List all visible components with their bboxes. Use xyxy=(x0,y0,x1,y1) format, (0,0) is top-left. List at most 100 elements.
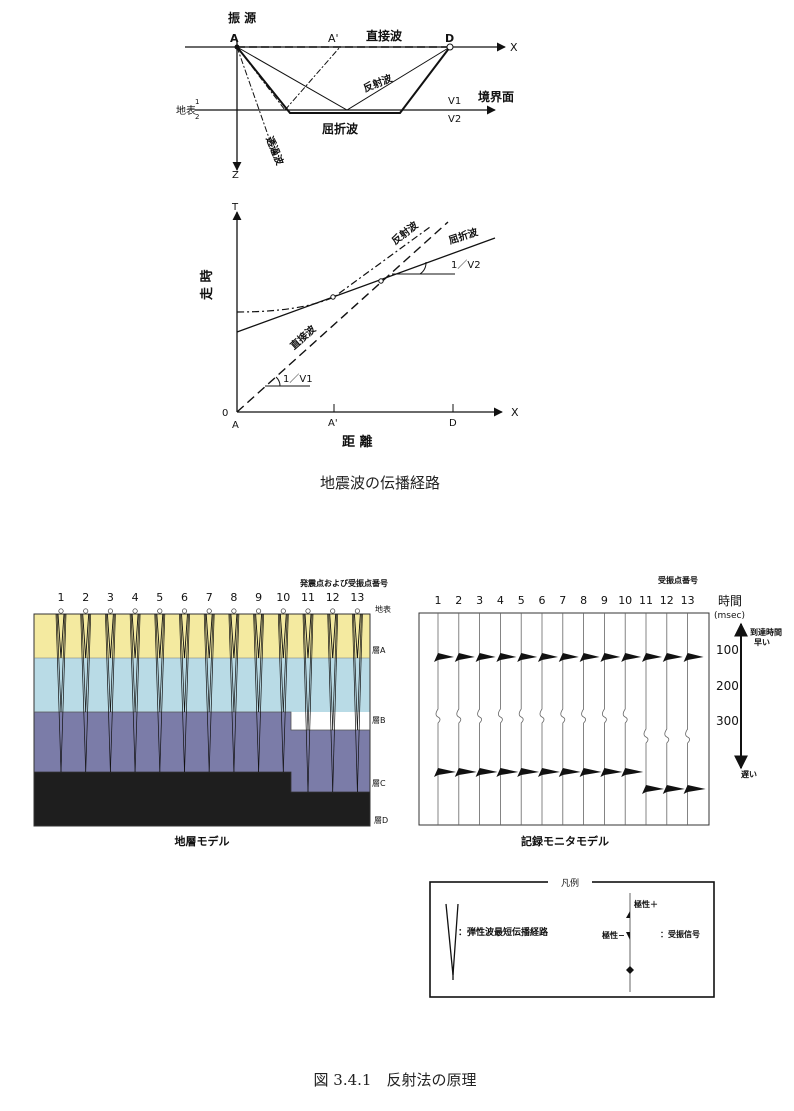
tick-100: 100 xyxy=(716,643,739,657)
first-reflection-pulse xyxy=(600,653,621,662)
ray-up-b xyxy=(258,613,263,713)
time-label: 時間 xyxy=(718,594,742,608)
x-axis-title: 距 離 xyxy=(342,434,373,450)
refracted-curve-label: 屈折波 xyxy=(447,225,480,247)
first-reflection-pulse xyxy=(642,653,662,662)
point-a-label: A xyxy=(232,420,239,431)
ray-up-a xyxy=(233,613,238,659)
ray-up-b xyxy=(282,613,288,713)
receiver-marker xyxy=(354,608,360,614)
shot-number: 7 xyxy=(206,591,213,604)
receiver-number: 4 xyxy=(497,594,504,607)
receiver-d-marker xyxy=(446,43,454,51)
first-reflection-pulse xyxy=(558,653,579,662)
layer-c-label: 層C xyxy=(372,779,386,788)
seismic-traces xyxy=(434,613,706,825)
second-reflection-pulse xyxy=(579,768,602,777)
ray-up-a xyxy=(307,613,312,659)
ray-down-c xyxy=(80,613,87,773)
ray-down-a xyxy=(131,613,136,659)
direct-curve-label: 直接波 xyxy=(287,322,319,352)
transmitted-wave-path-1 xyxy=(236,46,286,111)
point-a-label: A xyxy=(230,32,239,45)
ray-up-c xyxy=(208,613,215,773)
ray-down-a xyxy=(82,613,87,659)
transmitted-wave-path-2 xyxy=(284,46,341,111)
ray-down-c xyxy=(105,613,111,773)
model-caption: 地層モデル xyxy=(175,834,230,848)
ray-up-c xyxy=(258,613,264,773)
ray-down-c xyxy=(277,613,284,773)
ray-down-c xyxy=(179,613,185,773)
ray-up-a xyxy=(356,613,361,659)
ray-down-a xyxy=(304,613,309,659)
receiver-number: 5 xyxy=(518,594,525,607)
shot-number: 8 xyxy=(230,591,237,604)
surface-label: 地表 xyxy=(375,604,391,614)
shot-number: 12 xyxy=(326,591,340,604)
ray-up-c xyxy=(233,613,240,773)
trace-line xyxy=(518,613,524,825)
layer-a-label: 層A xyxy=(372,646,386,655)
ray-up-a xyxy=(258,613,263,659)
receiver-marker xyxy=(181,608,188,614)
ray-down-b xyxy=(278,613,284,713)
shot-number: 4 xyxy=(132,591,139,604)
ray-up-b xyxy=(332,613,338,731)
ray-down-c xyxy=(302,613,309,793)
ray-up-c xyxy=(357,613,363,793)
second-reflection-pulse xyxy=(538,768,560,777)
refracted-wave-curve xyxy=(236,237,496,333)
ray-up-c xyxy=(307,613,314,793)
direct-wave-curve xyxy=(236,221,449,413)
ray-down-b xyxy=(353,613,358,731)
source-label: 振 源 xyxy=(228,10,256,25)
monitor-frame xyxy=(418,612,710,826)
receiver-marker xyxy=(83,608,89,614)
point-d-label: D xyxy=(449,418,457,429)
geologic-model: 1 2 3 4 5 6 7 8 9 10 11 12 13 発震点および受振点番号 地表 層A 層B 層… xyxy=(33,578,391,848)
legend-polarity-plus-mark xyxy=(626,911,630,918)
legend: 凡例 ：弾性波最短伝播経路 極性＋ 極性− ：受振信号 xyxy=(429,876,715,998)
ground-surface-label: 地表 xyxy=(176,104,196,117)
ray-up-c xyxy=(134,613,141,773)
legend-ray-icon xyxy=(445,903,459,976)
first-reflection-pulse xyxy=(579,653,600,662)
second-reflection-pulse xyxy=(496,768,519,777)
intersection-2 xyxy=(378,278,384,284)
ray-up-b xyxy=(307,613,313,731)
first-reflection-pulse xyxy=(538,653,558,662)
receiver-marker xyxy=(305,608,311,614)
ray-up-a xyxy=(85,613,90,659)
ray-down-c xyxy=(55,613,62,773)
first-reflection-pulse xyxy=(475,653,496,662)
ray-up-c xyxy=(184,613,190,773)
receiver-marker xyxy=(330,608,336,614)
ray-down-c xyxy=(129,613,136,773)
ray-path-diagram: 振 源 A A' D X Z 直接波 反射波 屈折波 透過波 境界面 地表 1 … xyxy=(176,10,518,181)
receiver-number: 1 xyxy=(435,594,442,607)
transmitted-wave-label: 透過波 xyxy=(263,134,287,168)
reflected-curve-label: 反射波 xyxy=(389,218,421,247)
layer-d-fill xyxy=(34,772,370,826)
ray-down-a xyxy=(329,613,334,659)
shot-number: 11 xyxy=(301,591,315,604)
ray-up-c xyxy=(60,613,67,773)
legend-path-text: ：弾性波最短伝播経路 xyxy=(458,926,549,938)
ray-down-a xyxy=(181,613,185,659)
ray-up-b xyxy=(85,613,91,713)
ray-down-b xyxy=(130,613,136,713)
ray-down-a xyxy=(57,613,62,659)
trace-line xyxy=(456,613,462,825)
ray-down-a xyxy=(205,613,210,659)
receiver-number: 9 xyxy=(601,594,608,607)
x-axis-label: X xyxy=(511,406,519,419)
trace-line xyxy=(643,613,649,825)
v2-slope-arc xyxy=(419,261,427,275)
time-unit-label: (msec) xyxy=(714,611,745,621)
ray-up-a xyxy=(282,613,287,659)
ray-down-c xyxy=(352,613,358,793)
first-reflection-pulse xyxy=(621,653,642,662)
trace-line xyxy=(664,613,670,825)
trace-line xyxy=(477,613,482,825)
